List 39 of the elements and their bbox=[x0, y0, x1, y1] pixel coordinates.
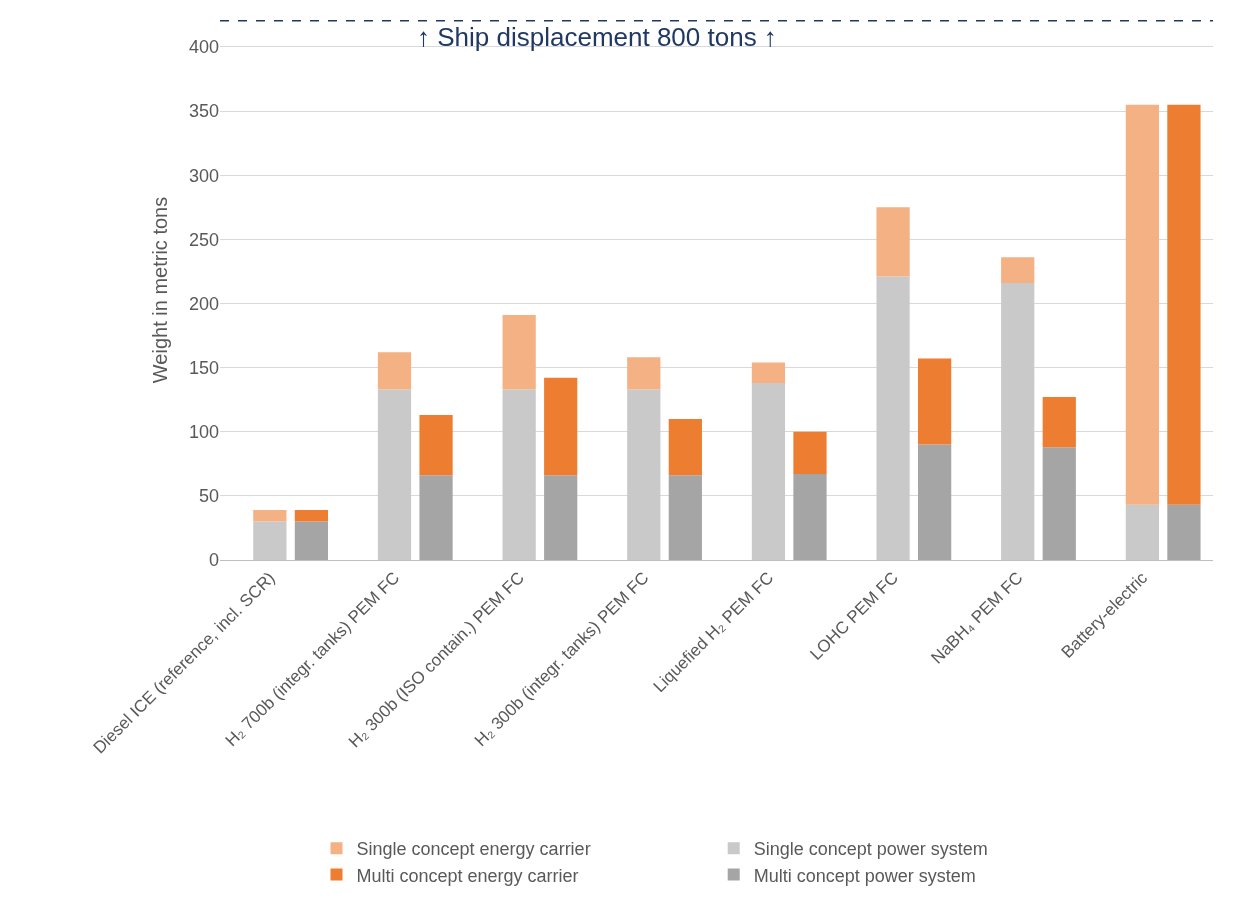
bar bbox=[377, 352, 412, 390]
y-tick-label: 100 bbox=[188, 422, 219, 443]
y-axis-title: Weight in metric tons bbox=[149, 196, 172, 384]
bar bbox=[1167, 504, 1201, 560]
bar bbox=[544, 377, 578, 476]
y-tick-label: 150 bbox=[188, 357, 219, 378]
ref-line-label: ↑ Ship displacement 800 tons ↑ bbox=[417, 22, 777, 52]
bar bbox=[294, 509, 329, 522]
y-tick-label: 200 bbox=[188, 293, 219, 314]
bar bbox=[1167, 104, 1201, 505]
legend-label: Single concept power system bbox=[753, 839, 988, 860]
y-tick-label: 300 bbox=[188, 165, 219, 186]
bar bbox=[918, 358, 952, 445]
bar bbox=[793, 431, 827, 475]
bar bbox=[1001, 257, 1035, 283]
y-tick-label: 400 bbox=[188, 37, 219, 58]
legend-label: Single concept energy carrier bbox=[356, 839, 591, 860]
bar bbox=[668, 475, 702, 560]
bar bbox=[876, 207, 910, 277]
bar bbox=[419, 415, 453, 476]
y-tick-label: 250 bbox=[188, 229, 219, 250]
legend-label: Multi concept energy carrier bbox=[356, 865, 579, 886]
bar bbox=[918, 444, 952, 560]
bar bbox=[502, 315, 536, 390]
bar bbox=[1125, 104, 1159, 505]
y-tick-label: 0 bbox=[208, 550, 219, 571]
bar bbox=[253, 509, 287, 522]
y-tick-label: 350 bbox=[188, 101, 219, 122]
bar bbox=[1042, 397, 1076, 448]
bar bbox=[751, 362, 786, 383]
bar bbox=[294, 521, 329, 560]
bar bbox=[544, 475, 578, 560]
y-tick-label: 50 bbox=[198, 486, 219, 507]
bar bbox=[1042, 447, 1076, 560]
bar bbox=[668, 418, 702, 476]
legend-label: Multi concept power system bbox=[753, 865, 976, 886]
bar bbox=[793, 474, 827, 560]
bar bbox=[419, 475, 453, 560]
bar bbox=[627, 357, 661, 390]
